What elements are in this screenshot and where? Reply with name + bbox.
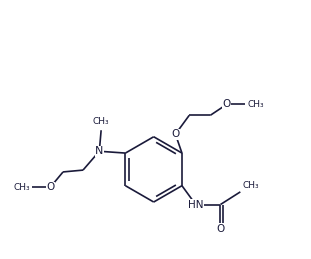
Text: HN: HN (188, 200, 203, 210)
Text: CH₃: CH₃ (93, 117, 109, 126)
Text: CH₃: CH₃ (247, 100, 264, 109)
Text: CH₃: CH₃ (242, 181, 259, 190)
Text: CH₃: CH₃ (13, 183, 30, 192)
Text: O: O (46, 182, 54, 192)
Text: O: O (216, 224, 225, 234)
Text: O: O (222, 99, 231, 110)
Text: N: N (95, 146, 104, 156)
Text: O: O (171, 129, 179, 139)
